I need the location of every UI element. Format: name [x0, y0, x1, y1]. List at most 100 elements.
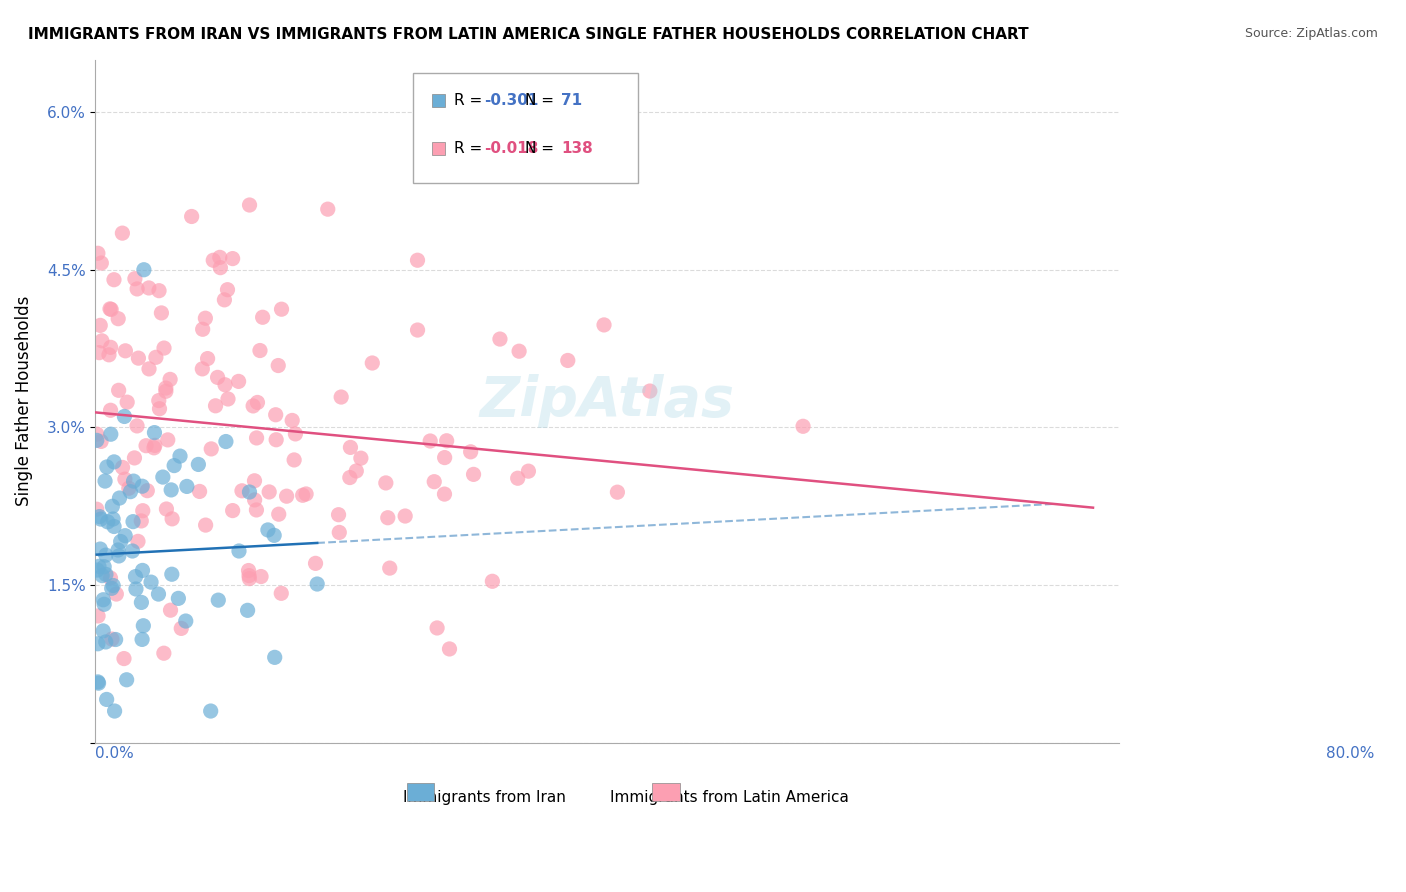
- Point: [506, 471, 529, 485]
- Point: [245, 431, 267, 445]
- Point: [105, 587, 128, 601]
- Point: [339, 470, 361, 484]
- Point: [148, 587, 170, 601]
- Point: [138, 281, 160, 295]
- Point: [204, 399, 226, 413]
- Point: [167, 591, 190, 606]
- Point: [100, 403, 122, 417]
- Text: R =: R =: [454, 93, 486, 108]
- Point: [406, 253, 429, 268]
- Point: [163, 458, 186, 473]
- Point: [112, 651, 135, 665]
- Point: [194, 311, 217, 326]
- Point: [557, 353, 579, 368]
- Point: [101, 632, 124, 646]
- Point: [132, 262, 155, 277]
- Point: [377, 510, 399, 524]
- Point: [156, 433, 179, 447]
- Point: [103, 519, 125, 533]
- Point: [107, 384, 129, 398]
- Point: [132, 619, 155, 633]
- FancyBboxPatch shape: [432, 142, 446, 155]
- Point: [245, 503, 267, 517]
- Point: [238, 198, 260, 212]
- Point: [138, 362, 160, 376]
- Point: [291, 488, 314, 502]
- Point: [93, 597, 115, 611]
- Point: [122, 515, 145, 529]
- Point: [236, 603, 259, 617]
- Point: [264, 408, 287, 422]
- Point: [97, 515, 120, 529]
- Point: [148, 393, 170, 408]
- Point: [238, 568, 260, 582]
- Point: [191, 322, 214, 336]
- Point: [419, 434, 441, 448]
- Point: [361, 356, 384, 370]
- Point: [328, 525, 350, 540]
- Point: [439, 642, 461, 657]
- Point: [152, 470, 174, 484]
- Point: [188, 484, 211, 499]
- Point: [246, 395, 269, 409]
- Point: [228, 544, 250, 558]
- Point: [124, 450, 146, 465]
- Point: [263, 528, 285, 542]
- Point: [89, 509, 111, 524]
- Point: [489, 332, 512, 346]
- Point: [339, 441, 361, 455]
- Point: [148, 401, 170, 416]
- Point: [124, 271, 146, 285]
- Point: [214, 377, 236, 392]
- Point: [112, 409, 135, 424]
- Point: [96, 692, 118, 706]
- Point: [638, 384, 661, 398]
- Point: [94, 474, 117, 488]
- Point: [122, 474, 145, 488]
- Point: [135, 439, 157, 453]
- Point: [231, 483, 253, 498]
- Point: [87, 676, 110, 690]
- Point: [257, 523, 280, 537]
- Point: [180, 210, 202, 224]
- Point: [228, 375, 250, 389]
- Point: [132, 504, 155, 518]
- Point: [374, 475, 396, 490]
- Point: [174, 614, 197, 628]
- Point: [160, 483, 183, 497]
- Y-axis label: Single Father Households: Single Father Households: [15, 296, 32, 507]
- Point: [304, 557, 326, 571]
- Point: [215, 434, 238, 449]
- Point: [316, 202, 339, 216]
- Point: [481, 574, 503, 589]
- Point: [90, 434, 112, 449]
- Point: [270, 586, 292, 600]
- Point: [200, 442, 222, 456]
- Point: [159, 603, 181, 617]
- Point: [209, 260, 232, 275]
- FancyBboxPatch shape: [406, 783, 434, 801]
- Text: 0.0%: 0.0%: [96, 746, 134, 761]
- Text: -0.301: -0.301: [484, 93, 538, 108]
- Point: [100, 427, 122, 442]
- Text: 71: 71: [561, 93, 582, 108]
- Point: [169, 449, 191, 463]
- Point: [394, 509, 416, 524]
- Point: [406, 323, 429, 337]
- Point: [159, 372, 181, 386]
- Point: [249, 343, 271, 358]
- Point: [328, 508, 350, 522]
- Text: Immigrants from Iran: Immigrants from Iran: [404, 790, 565, 805]
- Point: [284, 426, 307, 441]
- Point: [114, 472, 136, 486]
- Point: [153, 646, 176, 660]
- Point: [120, 484, 142, 499]
- Point: [89, 542, 111, 557]
- Point: [90, 334, 112, 348]
- Text: Immigrants from Latin America: Immigrants from Latin America: [610, 790, 849, 805]
- Point: [121, 544, 143, 558]
- Point: [792, 419, 814, 434]
- Point: [194, 518, 217, 533]
- Point: [221, 252, 243, 266]
- Point: [217, 392, 239, 406]
